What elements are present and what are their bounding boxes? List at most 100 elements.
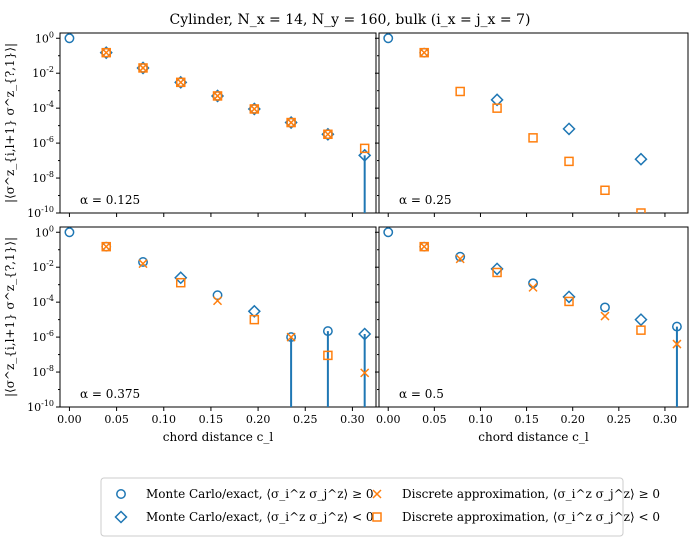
legend-label: Monte Carlo/exact, ⟨σ_i^z σ_j^z⟩ ≥ 0 [146, 487, 374, 501]
figure-title: Cylinder, N_x = 14, N_y = 160, bulk (i_x… [170, 12, 531, 28]
approx-neg-point [286, 117, 296, 128]
panel-top-right: α = 0.25 [375, 32, 689, 217]
approx-neg-point [323, 350, 333, 361]
x-tick-label: 0.05 [422, 413, 447, 426]
approx-pos-point [419, 242, 429, 252]
approx-neg-point [419, 47, 429, 58]
mc-neg-point [490, 262, 504, 276]
plot-area [64, 227, 372, 407]
legend-entry: Monte Carlo/exact, ⟨σ_i^z σ_j^z⟩ ≥ 0 [116, 487, 374, 501]
axes-frame [59, 32, 377, 214]
y-tick-label: 10-8 [32, 170, 54, 185]
approx-neg-point [455, 86, 465, 97]
mc-pos-point [528, 278, 538, 289]
approx-pos-point [323, 129, 333, 139]
approx-pos-point [101, 242, 111, 252]
x-tick-label: 0.30 [340, 413, 365, 426]
approx-neg-point [492, 267, 502, 278]
mc-pos-point [455, 251, 466, 262]
mc-pos-point [600, 302, 610, 313]
approx-pos-point [176, 77, 186, 87]
legend-marker-circle [116, 489, 126, 499]
axes-frame [59, 226, 377, 408]
mc-pos-point [671, 321, 682, 332]
y-tick-label: 10-2 [32, 259, 54, 274]
legend-marker-square [372, 512, 382, 522]
x-axis-label: chord distance c_l [163, 430, 274, 444]
axes-frame [378, 32, 689, 214]
y-tick-label: 100 [35, 30, 54, 45]
x-tick-label: 0.10 [468, 413, 493, 426]
panel-annotation: α = 0.125 [80, 193, 140, 207]
approx-pos-point [101, 48, 111, 58]
approx-neg-point [528, 133, 538, 143]
x-tick-label: 0.00 [376, 413, 401, 426]
panel-annotation: α = 0.25 [399, 193, 452, 207]
plot-area [383, 227, 682, 407]
approx-neg-point [101, 241, 111, 252]
mc-neg-point [490, 93, 504, 107]
approx-neg-point [101, 47, 111, 58]
mc-neg-point [358, 148, 372, 162]
x-tick-label: 0.10 [152, 413, 177, 426]
mc-pos-point [383, 227, 394, 238]
approx-neg-point [175, 277, 186, 288]
legend: Monte Carlo/exact, ⟨σ_i^z σ_j^z⟩ ≥ 0 Mont… [100, 477, 660, 537]
approx-neg-point [249, 314, 260, 325]
mc-neg-point [562, 290, 576, 304]
approx-pos-point [286, 332, 296, 342]
approx-pos-point [528, 282, 538, 292]
approx-neg-point [564, 156, 574, 167]
approx-pos-point [286, 118, 296, 128]
mc-pos-point [322, 326, 333, 337]
x-tick-label: 0.25 [607, 413, 632, 426]
mc-pos-point [138, 256, 148, 267]
approx-pos-point [360, 368, 370, 378]
x-tick-label: 0.20 [560, 413, 585, 426]
mc-pos-point [286, 332, 297, 343]
mc-neg-point [358, 327, 372, 341]
approx-pos-point [138, 259, 148, 269]
mc-pos-point [212, 290, 223, 301]
y-tick-label: 10-10 [27, 205, 54, 220]
y-tick-label: 100 [35, 224, 54, 239]
approx-pos-point [212, 91, 223, 101]
approx-pos-point [138, 63, 148, 73]
y-axis-label: |⟨σ^z_{i,l+1} σ^z_{?,1}⟩| [3, 237, 17, 397]
legend-label: Discrete approximation, ⟨σ_i^z σ_j^z⟩ ≥ … [402, 487, 660, 501]
plot-area [383, 33, 648, 213]
approx-neg-point [636, 325, 646, 335]
approx-pos-point [600, 311, 610, 321]
legend-entry: Monte Carlo/exact, ⟨σ_i^z σ_j^z⟩ < 0 [114, 510, 374, 524]
panel-top-left: 100 10-2 10-4 10-6 10-8 10-10 |⟨σ^z_{i,l+1} σ^… [3, 30, 377, 220]
x-tick-label: 0.30 [653, 413, 678, 426]
legend-label: Discrete approximation, ⟨σ_i^z σ_j^z⟩ < … [402, 510, 660, 524]
mc-neg-point [634, 313, 648, 327]
legend-entry: Discrete approximation, ⟨σ_i^z σ_j^z⟩ < … [372, 510, 660, 524]
plot-area [64, 33, 372, 213]
y-tick-label: 10-10 [27, 399, 54, 414]
approx-neg-point [249, 104, 260, 114]
mc-neg-point [562, 122, 576, 136]
approx-neg-point [323, 129, 333, 140]
x-axis-label: chord distance c_l [478, 430, 589, 444]
approx-neg-point [175, 77, 186, 88]
panel-bottom-left: 0.00 0.05 0.10 0.15 0.20 0.25 0.30 100 10-2 10-4 1… [3, 224, 377, 444]
mc-neg-point [247, 304, 261, 318]
approx-neg-point [212, 91, 223, 101]
mc-neg-point [634, 152, 648, 166]
approx-neg-point [419, 241, 429, 252]
approx-neg-point [359, 143, 370, 154]
panel-bottom-right: 0.00 0.05 0.10 0.15 0.20 0.25 0.30 chord distan… [375, 226, 689, 444]
approx-pos-point [455, 254, 465, 264]
panel-annotation: α = 0.5 [399, 387, 444, 401]
x-tick-label: 0.25 [293, 413, 318, 426]
y-tick-label: 10-6 [32, 135, 54, 150]
y-axis-label: |⟨σ^z_{i,l+1} σ^z_{?,1}⟩| [3, 43, 17, 203]
legend-entry: Discrete approximation, ⟨σ_i^z σ_j^z⟩ ≥ … [372, 487, 660, 501]
y-tick-label: 10-4 [32, 100, 54, 115]
x-tick-label: 0.00 [57, 413, 82, 426]
legend-marker-x [372, 489, 382, 499]
y-tick-label: 10-2 [32, 65, 54, 80]
